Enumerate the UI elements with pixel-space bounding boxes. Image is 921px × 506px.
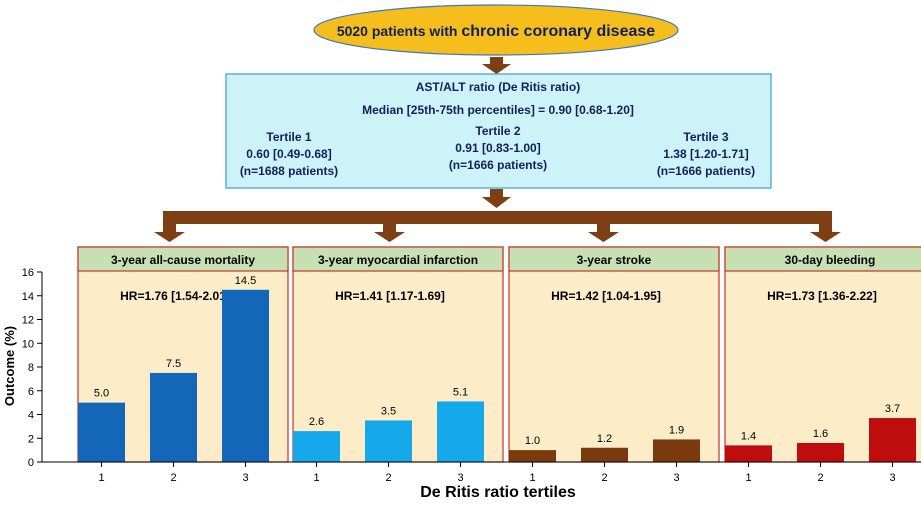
bar: [509, 450, 556, 462]
y-tick-label: 14: [22, 291, 34, 303]
y-tick-label: 12: [22, 315, 34, 327]
x-tick-label: 2: [817, 472, 823, 484]
tertile-2-range: 0.91 [0.83-1.00]: [455, 141, 540, 155]
panel-4: 30-day bleeding HR=1.73 [1.36-2.22] 1.4 1 1.…: [724, 246, 921, 484]
bar-value-label: 1.0: [525, 435, 540, 447]
summary-title: AST/ALT ratio (De Ritis ratio): [416, 80, 580, 94]
tertile-1-name: Tertile 1: [266, 130, 311, 144]
y-tick-label: 4: [28, 410, 34, 422]
x-tick-label: 3: [673, 472, 679, 484]
panel-2: 3-year myocardial infarction HR=1.41 [1.1…: [292, 246, 504, 484]
y-tick-label: 0: [28, 457, 34, 469]
bar: [222, 289, 269, 462]
arrow-down-1: [482, 57, 511, 74]
x-tick-label: 2: [385, 472, 391, 484]
bar: [150, 372, 197, 462]
panel-title-box: [508, 246, 720, 272]
x-tick-label: 1: [313, 472, 319, 484]
arrow-down-2: [482, 189, 511, 208]
bar-value-label: 1.4: [741, 430, 756, 442]
bar: [653, 439, 700, 462]
hazard-ratio-label: HR=1.42 [1.04-1.95]: [551, 289, 661, 303]
y-tick-label: 6: [28, 386, 34, 398]
hazard-ratio-label: HR=1.41 [1.17-1.69]: [335, 289, 445, 303]
x-tick-label: 3: [457, 472, 463, 484]
summary-median: Median [25th-75th percentiles] = 0.90 [0…: [362, 103, 634, 117]
bar-value-label: 3.7: [885, 403, 900, 415]
bar: [797, 443, 844, 462]
panel-title: 3-year stroke: [577, 253, 652, 267]
panel-title: 3-year myocardial infarction: [318, 253, 478, 267]
bar: [869, 418, 916, 462]
panel-title-box: [292, 246, 504, 272]
bar: [437, 401, 484, 462]
panel-background: [508, 246, 720, 463]
tertile-3-n: (n=1666 patients): [657, 164, 755, 178]
x-tick-label: 2: [170, 472, 176, 484]
hazard-ratio-label: HR=1.76 [1.54-2.01]: [120, 289, 230, 303]
x-axis-title: De Ritis ratio tertiles: [420, 484, 576, 501]
bar-value-label: 1.9: [669, 424, 684, 436]
x-tick-label: 2: [601, 472, 607, 484]
y-tick-label: 2: [28, 433, 34, 445]
population-title-prefix: 5020 patients with: [337, 23, 461, 39]
y-tick-label: 10: [22, 338, 34, 350]
tertile-3-block: Tertile 3 1.38 [1.20-1.71] (n=1666 patie…: [657, 130, 755, 178]
bar: [365, 420, 412, 462]
panel-1: 3-year all-cause mortality HR=1.76 [1.54-…: [77, 246, 289, 484]
bar-value-label: 3.5: [381, 405, 396, 417]
y-tick-label: 8: [28, 362, 34, 374]
bar-value-label: 2.6: [309, 416, 324, 428]
panel-title-box: [77, 246, 289, 272]
panel-3: 3-year stroke HR=1.42 [1.04-1.95] 1.0 1 1.2 2…: [508, 246, 720, 484]
tertile-2-block: Tertile 2 0.91 [0.83-1.00] (n=1666 patie…: [449, 124, 547, 172]
bar-value-label: 14.5: [235, 275, 256, 287]
bar: [581, 447, 628, 462]
x-tick-label: 3: [889, 472, 895, 484]
bar-value-label: 5.0: [94, 388, 109, 400]
tertile-1-n: (n=1688 patients): [240, 164, 338, 178]
population-ellipse: [313, 4, 679, 56]
y-axis-title: Outcome (%): [2, 326, 17, 406]
tertile-2-name: Tertile 2: [475, 124, 520, 138]
bar-chart: 3-year all-cause mortality HR=1.76 [1.54-…: [22, 246, 921, 484]
bar-value-label: 7.5: [166, 358, 181, 370]
tertile-1-range: 0.60 [0.49-0.68]: [246, 147, 331, 161]
x-tick-label: 1: [98, 472, 104, 484]
panel-title: 30-day bleeding: [785, 253, 876, 267]
tertile-2-n: (n=1666 patients): [449, 158, 547, 172]
y-tick-label: 16: [22, 267, 34, 279]
tertile-1-block: Tertile 1 0.60 [0.49-0.68] (n=1688 patie…: [240, 130, 338, 178]
tertile-3-name: Tertile 3: [683, 130, 728, 144]
bar-value-label: 1.6: [813, 428, 828, 440]
bar: [78, 402, 125, 462]
population-title: 5020 patients with chronic coronary dise…: [337, 23, 655, 40]
tertile-3-range: 1.38 [1.20-1.71]: [663, 147, 748, 161]
bar-value-label: 1.2: [597, 433, 612, 445]
summary-box: [225, 73, 772, 189]
bar: [725, 445, 772, 462]
x-tick-label: 1: [745, 472, 751, 484]
population-title-emphasis: chronic coronary disease: [461, 23, 655, 40]
panel-title-box: [724, 246, 921, 272]
bar: [293, 431, 340, 462]
x-tick-label: 3: [242, 472, 248, 484]
panel-title: 3-year all-cause mortality: [111, 253, 255, 267]
x-tick-label: 1: [529, 472, 535, 484]
distribution-bracket: [154, 211, 841, 242]
y-axis: 0 2 4 6 8 10 12 14 16: [22, 267, 921, 469]
bar-value-label: 5.1: [453, 386, 468, 398]
hazard-ratio-label: HR=1.73 [1.36-2.22]: [767, 289, 877, 303]
